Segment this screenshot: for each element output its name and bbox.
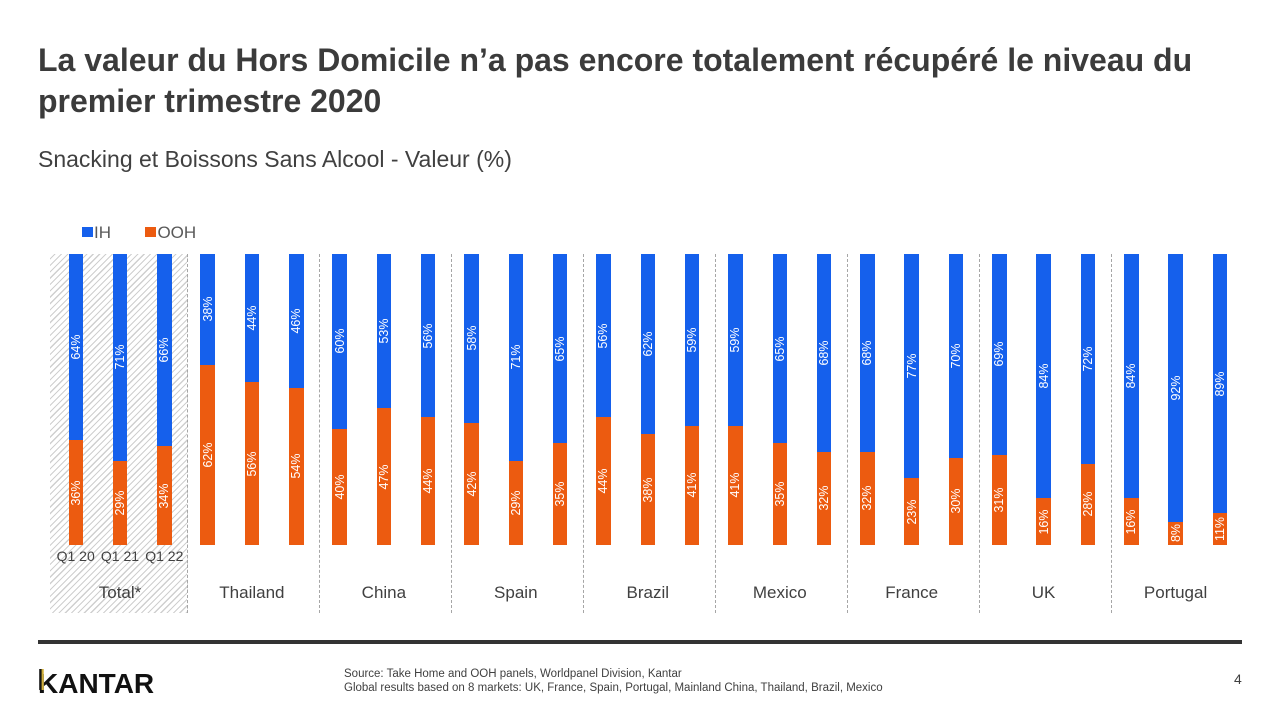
svg-text:KANTAR: KANTAR [38,668,154,699]
